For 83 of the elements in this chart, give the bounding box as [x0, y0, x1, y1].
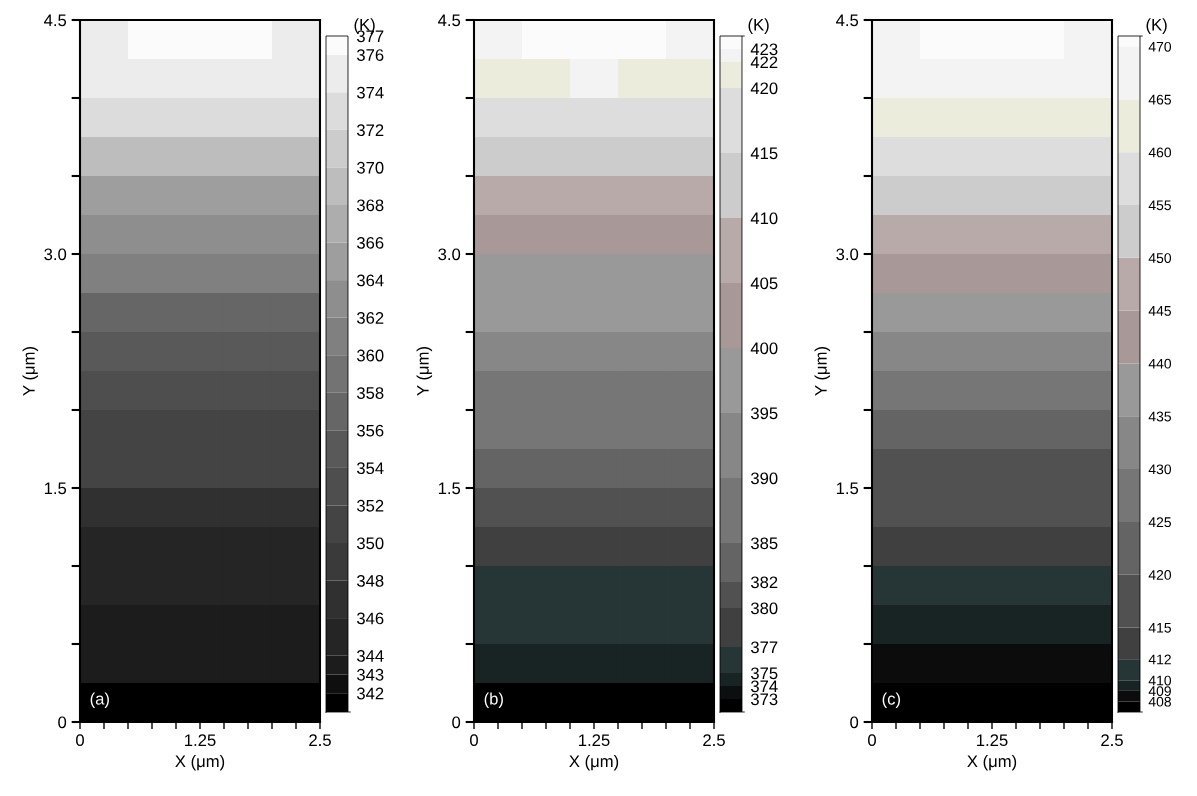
color-bar-label: 348: [356, 574, 384, 587]
color-bar-label: 415: [750, 147, 778, 160]
color-bar-label: 415: [1148, 622, 1171, 633]
color-bar-label: 465: [1148, 94, 1171, 105]
annotation: (a): [90, 692, 109, 708]
color-bar-label: 395: [750, 407, 778, 420]
y-tick-label: 1.5: [44, 482, 67, 495]
y-axis-title: Y (μm): [814, 347, 831, 396]
x-tick-label: 2.5: [703, 734, 725, 747]
x-axis-title: X (μm): [175, 754, 225, 771]
color-bar-label: 435: [1148, 411, 1171, 422]
color-bar-label: 344: [356, 650, 384, 662]
color-bar-title: (K): [748, 18, 769, 34]
color-bar-label: 445: [1148, 306, 1171, 316]
x-tick-label: 2.5: [309, 734, 331, 747]
color-bar-label: 368: [356, 199, 384, 212]
color-bar-label: 360: [356, 349, 384, 362]
y-tick-label: 4.5: [438, 14, 461, 27]
y-tick-label: 1.5: [438, 482, 461, 495]
color-bar-label: 455: [1148, 200, 1171, 211]
color-bar-label: 364: [356, 274, 384, 287]
y-tick-label: 1.5: [836, 482, 859, 495]
color-bar-label: 460: [1148, 147, 1172, 158]
color-bar-label: 376: [356, 49, 384, 61]
color-bar-label: 408: [1148, 696, 1171, 707]
color-bar-label: 382: [750, 576, 778, 589]
color-bar-label: 374: [356, 86, 384, 99]
y-tick-label: 4.5: [44, 14, 67, 27]
y-tick-label: 0: [850, 716, 859, 729]
y-tick-label: 0: [58, 716, 67, 729]
x-axis-title: X (μm): [967, 754, 1017, 771]
color-bar-label: 450: [1148, 253, 1172, 263]
color-bar-label: 470: [1148, 41, 1172, 52]
color-bar-label: 366: [356, 236, 384, 249]
y-tick-label: 4.5: [836, 14, 859, 27]
x-tick-label: 2.5: [1101, 734, 1123, 747]
color-bar-label: 422: [750, 56, 778, 69]
color-bar-label: 377: [750, 641, 778, 654]
color-bar-label: 385: [750, 537, 778, 550]
annotation: (c): [882, 692, 900, 708]
color-bar-label: 410: [750, 212, 778, 225]
color-bar-label: 425: [1148, 517, 1171, 528]
color-bar-label: 375: [750, 667, 778, 680]
color-bar-label: 405: [750, 277, 778, 290]
color-bar-label: 343: [356, 668, 384, 681]
color-bar-label: 420: [1148, 570, 1172, 580]
x-tick-label: 0: [868, 734, 876, 747]
x-tick-label: 1.25: [579, 734, 610, 747]
color-bar-label: 400: [750, 342, 778, 355]
color-bar-label: 358: [356, 387, 384, 399]
color-bar-label: 390: [750, 472, 778, 485]
color-bar-label: 346: [356, 612, 384, 625]
color-bar-label: 412: [1148, 654, 1171, 665]
color-bar-label: 350: [356, 537, 384, 550]
color-bar-label: 362: [356, 312, 384, 324]
color-bar-label: 370: [356, 161, 384, 174]
y-axis-title: Y (μm): [22, 347, 39, 396]
color-bar-label: 342: [356, 687, 384, 700]
color-bar-label: 423: [750, 43, 778, 56]
color-bar-title: (K): [1146, 18, 1167, 34]
color-bar-label: 356: [356, 424, 384, 437]
color-bar-label: 410: [1148, 675, 1172, 686]
x-tick-label: 1.25: [185, 734, 216, 747]
color-bar-label: 372: [356, 124, 384, 137]
color-bar-label: 420: [750, 82, 778, 95]
color-bar-label: 430: [1148, 464, 1172, 475]
x-tick-label: 0: [76, 734, 84, 747]
color-bar-label: 380: [750, 602, 778, 615]
color-bar-label: 374: [750, 680, 778, 693]
x-tick-label: 0: [470, 734, 478, 747]
y-tick-label: 0: [452, 716, 461, 729]
x-axis-title: X (μm): [569, 754, 619, 771]
color-bar-label: 373: [750, 693, 778, 706]
y-axis-title: Y (μm): [416, 347, 433, 396]
color-bar-label: 409: [1148, 686, 1171, 697]
color-bar-label: 354: [356, 462, 384, 475]
x-tick-label: 1.25: [977, 734, 1008, 747]
y-tick-label: 3.0: [44, 248, 67, 261]
color-bar-label: 352: [356, 499, 384, 512]
annotation: (b): [484, 692, 503, 708]
y-tick-label: 3.0: [438, 248, 461, 261]
color-bar-label: 440: [1148, 358, 1172, 369]
y-tick-label: 3.0: [836, 248, 859, 261]
